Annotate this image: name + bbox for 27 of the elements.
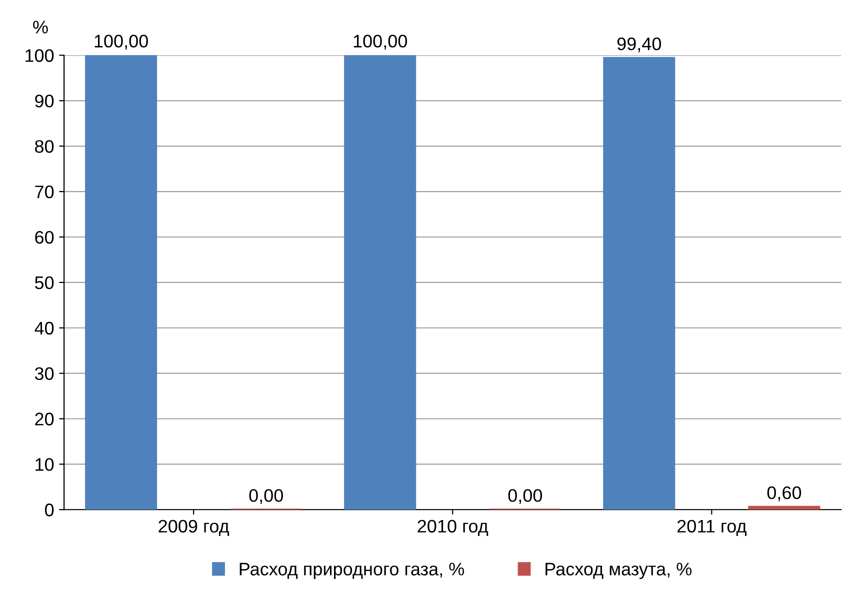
- y-tick-label: 30: [34, 367, 54, 380]
- y-tick-label: 0: [44, 504, 54, 516]
- y-tick-label: 70: [35, 186, 54, 198]
- bar: [344, 55, 416, 510]
- y-tick-label: 90: [35, 94, 54, 108]
- bar: [748, 506, 820, 510]
- y-tick-label: 100: [26, 49, 54, 62]
- y-tick-label: 80: [35, 140, 54, 153]
- y-tick-label: 40: [34, 322, 54, 335]
- data-label: 100,00: [354, 34, 407, 50]
- x-tick-label: 2009 год: [158, 520, 230, 536]
- data-label: 100,00: [94, 34, 148, 50]
- x-tick-label: 2011 год: [677, 520, 746, 536]
- bar: [603, 56, 676, 510]
- y-tick-label: 50: [34, 276, 54, 290]
- legend-label: Расход природного газа, %: [240, 562, 464, 580]
- y-tick-label: 10: [36, 458, 54, 471]
- legend-label: Расход мазута, %: [546, 562, 692, 580]
- data-label: 0,60: [767, 486, 802, 502]
- data-label: 0,00: [508, 489, 542, 504]
- x-tick-label: 2010 год: [418, 520, 488, 536]
- bar: [85, 55, 158, 510]
- y-axis-title: %: [33, 20, 48, 34]
- data-label: 99,40: [617, 37, 662, 52]
- data-label: 0,00: [249, 489, 283, 504]
- y-tick-label: 20: [35, 412, 54, 426]
- y-tick-label: 60: [35, 230, 54, 244]
